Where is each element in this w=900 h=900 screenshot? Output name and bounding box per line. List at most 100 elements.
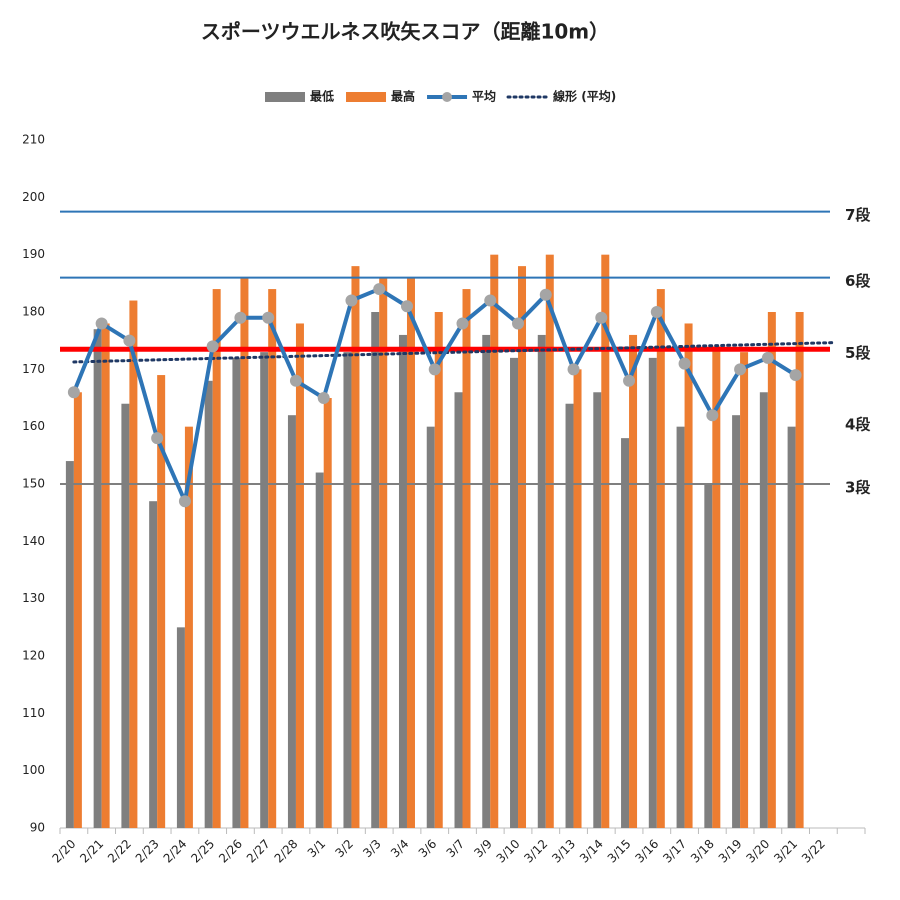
legend-label: 最高 xyxy=(391,89,415,104)
x-tick-label: 3/17 xyxy=(660,837,689,866)
legend-label: 最低 xyxy=(310,89,334,104)
marker xyxy=(206,340,219,353)
y-tick-label: 200 xyxy=(22,190,45,204)
legend-swatch xyxy=(346,92,387,102)
bar xyxy=(240,277,249,829)
x-tick-label: 2/21 xyxy=(77,837,106,866)
bar xyxy=(184,426,193,828)
y-tick-label: 180 xyxy=(22,305,45,319)
x-tick-label: 2/27 xyxy=(244,837,273,866)
bar xyxy=(315,472,324,828)
y-tick-label: 160 xyxy=(22,419,45,433)
marker xyxy=(567,363,580,376)
bar xyxy=(212,289,221,829)
legend-label: 平均 xyxy=(472,89,496,104)
x-tick-label: 2/20 xyxy=(50,837,79,866)
bar xyxy=(565,403,574,828)
bar xyxy=(621,438,630,828)
bar xyxy=(176,627,185,828)
y-tick-label: 100 xyxy=(22,763,45,777)
bar xyxy=(454,392,463,828)
bar xyxy=(712,346,721,828)
bar xyxy=(93,329,102,828)
y-tick-label: 130 xyxy=(22,591,45,605)
bar xyxy=(629,334,638,828)
bar xyxy=(676,426,685,828)
reference-label: 5段 xyxy=(845,344,870,362)
marker xyxy=(706,409,719,422)
chart-title: スポーツウエルネス吹矢スコア（距離10m） xyxy=(201,20,609,44)
bar xyxy=(232,357,241,828)
bar xyxy=(351,266,360,829)
marker xyxy=(512,317,525,330)
reference-label: 4段 xyxy=(845,415,870,433)
bar xyxy=(149,501,158,828)
bar xyxy=(204,380,213,828)
marker xyxy=(234,311,247,324)
marker xyxy=(484,294,497,307)
reference-label: 7段 xyxy=(845,206,870,224)
bar xyxy=(343,352,352,828)
x-tick-label: 3/7 xyxy=(444,837,468,861)
bar xyxy=(434,312,443,828)
x-tick-label: 3/22 xyxy=(799,837,828,866)
marker xyxy=(178,495,191,508)
bar xyxy=(593,392,602,828)
marker xyxy=(317,392,330,404)
y-tick-label: 170 xyxy=(22,362,45,376)
marker xyxy=(345,294,358,307)
marker xyxy=(400,300,413,313)
bar xyxy=(268,289,277,829)
bar xyxy=(759,392,768,828)
x-tick-label: 2/26 xyxy=(216,837,245,866)
bar xyxy=(510,357,519,828)
bar xyxy=(482,334,491,828)
bar xyxy=(601,254,610,828)
legend-item: 線形 (平均) xyxy=(506,89,616,104)
bar xyxy=(518,266,527,829)
bar xyxy=(795,312,804,828)
x-tick-label: 3/19 xyxy=(716,837,745,866)
legend-label: 線形 (平均) xyxy=(553,89,616,104)
x-tick-label: 2/28 xyxy=(272,837,301,866)
x-tick-label: 3/20 xyxy=(743,837,772,866)
marker xyxy=(623,374,636,387)
bar xyxy=(157,375,166,828)
x-tick-label: 3/15 xyxy=(605,837,634,866)
marker xyxy=(373,283,386,296)
bar xyxy=(65,461,74,828)
x-tick-label: 2/24 xyxy=(161,837,190,866)
x-tick-label: 3/9 xyxy=(471,837,495,861)
marker xyxy=(734,363,747,376)
bar xyxy=(490,254,499,828)
bar xyxy=(73,392,82,828)
x-tick-label: 3/21 xyxy=(771,837,800,866)
bar xyxy=(371,312,380,828)
bar xyxy=(740,352,749,828)
bar xyxy=(767,312,776,828)
bar xyxy=(398,334,407,828)
reference-label: 6段 xyxy=(845,272,870,290)
trend-line xyxy=(72,341,837,364)
x-tick-label: 3/12 xyxy=(521,837,550,866)
bar xyxy=(121,403,130,828)
reference-label: 3段 xyxy=(845,479,870,497)
marker xyxy=(289,374,302,387)
y-tick-label: 90 xyxy=(30,821,45,835)
bar xyxy=(295,323,304,828)
marker xyxy=(151,432,164,445)
marker xyxy=(456,317,469,330)
marker xyxy=(262,311,275,324)
marker xyxy=(428,363,441,376)
x-tick-label: 3/13 xyxy=(549,837,578,866)
marker xyxy=(95,317,108,330)
x-tick-label: 3/16 xyxy=(632,837,661,866)
y-tick-label: 190 xyxy=(22,247,45,261)
bar xyxy=(426,426,435,828)
bar xyxy=(406,277,415,829)
legend-swatch xyxy=(265,92,305,102)
y-tick-label: 120 xyxy=(22,649,45,663)
bar xyxy=(462,289,471,829)
bar xyxy=(101,323,110,828)
